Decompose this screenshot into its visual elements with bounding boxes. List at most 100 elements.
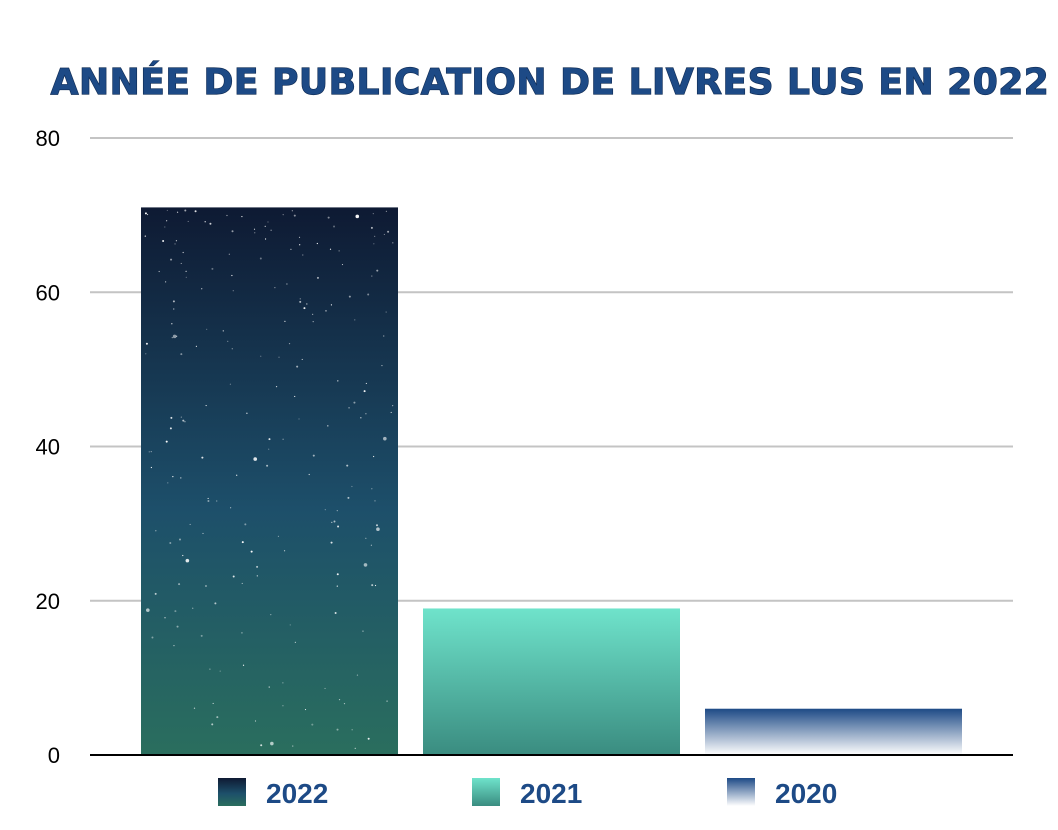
star-dot xyxy=(172,476,174,478)
star-dot xyxy=(337,380,339,382)
star-dot xyxy=(166,209,168,212)
star-dot xyxy=(330,304,333,306)
legend-swatch-2020 xyxy=(727,778,755,806)
star-dot xyxy=(329,248,332,250)
star-dot xyxy=(298,236,301,238)
star-dot xyxy=(184,421,186,423)
star-dot xyxy=(173,644,175,647)
star-dot xyxy=(363,390,366,393)
star-dot xyxy=(275,386,278,388)
star-dot xyxy=(209,668,211,670)
star-dot xyxy=(175,240,178,242)
star-dot xyxy=(176,211,179,213)
star-dot xyxy=(241,541,244,544)
star-dot xyxy=(178,583,181,586)
star-dot xyxy=(301,358,303,361)
star-dot xyxy=(324,687,326,690)
star-dot xyxy=(146,213,149,216)
star-dot xyxy=(174,243,176,245)
star-dot xyxy=(151,636,154,639)
star-dot xyxy=(282,214,284,216)
star-dot xyxy=(299,298,301,300)
star-dot xyxy=(216,716,219,719)
star-dot xyxy=(294,395,296,398)
bars xyxy=(141,207,962,756)
star-dot xyxy=(182,419,185,422)
star-dot xyxy=(343,703,346,705)
star-dot xyxy=(296,365,299,368)
star-dot xyxy=(371,275,373,277)
star-dot xyxy=(291,210,293,212)
star-dot xyxy=(211,723,214,726)
star-dot xyxy=(336,573,339,576)
star-dot xyxy=(383,335,385,337)
star-dot xyxy=(392,242,394,244)
star-dot xyxy=(356,674,359,676)
star-dot xyxy=(274,287,276,289)
star-dot xyxy=(150,466,152,469)
star-dot xyxy=(260,355,262,357)
star-dot xyxy=(348,407,350,409)
star-dot xyxy=(270,741,274,746)
star-dot xyxy=(266,464,269,467)
star-dot xyxy=(205,404,207,407)
star-dot xyxy=(146,608,150,612)
star-dot xyxy=(253,457,258,461)
star-dot xyxy=(195,345,198,347)
y-tick-label: 60 xyxy=(36,280,60,305)
star-dot xyxy=(286,283,288,285)
star-dot xyxy=(376,527,380,531)
star-dot xyxy=(324,509,326,511)
star-dot xyxy=(367,737,370,740)
star-dot xyxy=(341,263,344,266)
legend: 2022 2021 2020 xyxy=(218,778,837,809)
star-dot xyxy=(184,209,187,212)
star-dot xyxy=(246,412,248,414)
star-dot xyxy=(145,353,147,355)
star-dot xyxy=(174,610,177,613)
legend-label: 2022 xyxy=(266,778,328,809)
star-dot xyxy=(242,664,245,666)
star-dot xyxy=(236,474,238,476)
star-dot xyxy=(270,613,272,616)
star-dot xyxy=(207,497,209,500)
star-dot xyxy=(231,274,233,277)
star-dot xyxy=(182,554,184,557)
star-dot xyxy=(232,290,234,292)
star-dot xyxy=(370,544,372,546)
star-dot xyxy=(172,334,177,339)
star-dot xyxy=(169,541,172,544)
star-dot xyxy=(185,270,187,272)
star-dot xyxy=(268,448,270,450)
star-dot xyxy=(360,417,362,419)
star-dot xyxy=(164,617,166,619)
star-dot xyxy=(209,222,212,225)
star-dot xyxy=(264,225,266,227)
star-dot xyxy=(385,210,387,212)
star-dot xyxy=(289,624,291,626)
star-dot xyxy=(294,641,296,643)
star-dot xyxy=(241,582,243,585)
y-tick-label: 80 xyxy=(36,126,60,151)
star-dot xyxy=(219,670,221,672)
star-dot xyxy=(316,242,318,245)
star-dot xyxy=(253,228,256,230)
star-dot xyxy=(241,215,243,218)
star-dot xyxy=(165,440,168,443)
star-dot xyxy=(145,342,148,345)
bar-2020 xyxy=(705,708,962,755)
star-dot xyxy=(216,500,218,502)
legend-swatch-2021 xyxy=(472,778,500,806)
star-dot xyxy=(354,319,356,321)
star-dot xyxy=(155,530,157,532)
star-dot xyxy=(392,405,394,407)
star-dot xyxy=(150,451,152,453)
star-dot xyxy=(372,213,374,215)
star-dot xyxy=(304,708,307,711)
star-dot xyxy=(254,232,256,234)
star-dot xyxy=(204,221,206,223)
star-dot xyxy=(226,214,228,217)
y-tick-label: 0 xyxy=(48,743,60,768)
star-dot xyxy=(363,563,368,567)
